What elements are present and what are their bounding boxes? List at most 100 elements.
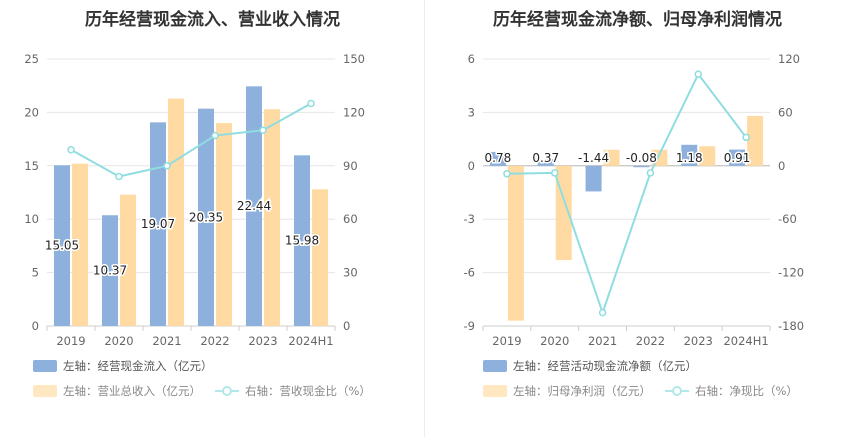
left-legend-row-2: 左轴：营业总收入（亿元） 右轴：营收现金比（%） [33, 383, 385, 399]
line-point [503, 170, 511, 178]
y-left-tick-label: -6 [464, 266, 475, 280]
x-tick-label: 2023 [248, 334, 277, 348]
y-left-tick-label: 3 [468, 105, 475, 119]
bar-data-label: 0.91 [724, 151, 751, 165]
right-chart-title: 历年经营现金流净额、归母净利润情况 [493, 10, 782, 30]
bar-data-label: 1.18 [676, 151, 703, 165]
x-tick-label: 2021 [152, 334, 181, 348]
left-chart-plot: 0 5 10 15 20 25 0 30 60 90 120 150 2019 2020 2021 2022 2… [24, 52, 365, 348]
right-legend-row-2: 左轴：归母净利润（亿元） 右轴：净现比（%） [483, 383, 812, 399]
y-left-tick-label: 0 [468, 159, 475, 173]
legend-item-net-profit[interactable]: 左轴：归母净利润（亿元） [483, 383, 651, 399]
line-point [259, 126, 267, 134]
right-legend-row-1: 左轴：经营活动现金流净额（亿元） [483, 358, 711, 374]
y-right-tick-label: 90 [343, 159, 358, 173]
bar-series-1 [681, 144, 698, 166]
x-tick-label: 2024H1 [723, 334, 768, 348]
bar-series-2 [507, 165, 524, 321]
y-right-tick-label: 120 [778, 52, 800, 66]
y-right-tick-label: 150 [343, 52, 365, 66]
legend-item-net-operating-cash[interactable]: 左轴：经营活动现金流净额（亿元） [483, 358, 697, 374]
bar-series-1 [537, 159, 554, 166]
line-point [694, 70, 702, 78]
bar-series-2 [699, 146, 716, 166]
x-tick-label: 2021 [588, 334, 617, 348]
bar-series-1 [729, 149, 746, 166]
legend-swatch-bar [483, 385, 507, 397]
line-point [67, 146, 75, 154]
bar-series-1 [585, 165, 602, 192]
x-tick-label: 2023 [684, 334, 713, 348]
bar-series-2 [72, 163, 88, 326]
line-point [211, 131, 219, 140]
bar-series-2 [264, 109, 280, 326]
left-chart-title: 历年经营现金流入、营业收入情况 [85, 10, 340, 30]
y-left-tick-label: 5 [32, 266, 39, 280]
x-tick-label: 2019 [492, 334, 521, 348]
y-right-tick-label: -120 [778, 266, 804, 280]
legend-item-cash-revenue-ratio[interactable]: 右轴：营收现金比（%） [215, 383, 371, 399]
x-tick-label: 2020 [104, 334, 133, 348]
line-point [551, 169, 559, 177]
bar-data-label: 20.35 [189, 210, 223, 224]
bar-series-1 [633, 165, 650, 168]
x-tick-label: 2022 [200, 334, 229, 348]
bar-data-label: 10.37 [93, 264, 127, 278]
legend-swatch-bar [483, 360, 507, 372]
legend-label: 右轴：净现比（%） [695, 384, 798, 398]
bar-series-1 [54, 165, 70, 326]
left-legend-row-1: 左轴：经营现金流入（亿元） [33, 358, 227, 374]
legend-label: 左轴：归母净利润（亿元） [513, 384, 651, 398]
legend-label: 左轴：营业总收入（亿元） [63, 384, 201, 398]
y-right-tick-label: 60 [778, 105, 793, 119]
line-point [598, 308, 607, 317]
bar-series-1 [150, 122, 166, 326]
bar-series-1 [489, 151, 506, 166]
y-left-tick-label: 0 [32, 319, 39, 333]
line-point [742, 133, 750, 142]
bar-series-1 [198, 108, 214, 326]
right-chart-plot: -9 -6 -3 0 3 6 -180 -120 -60 0 60 120 2019 2020 2021 20… [464, 52, 805, 348]
y-right-tick-label: -60 [778, 212, 797, 226]
bar-series-2 [747, 115, 764, 166]
y-left-tick-label: 6 [468, 52, 475, 66]
bar-series-1 [294, 155, 310, 326]
bar-data-label: 15.98 [285, 234, 319, 248]
y-left-tick-label: 20 [24, 105, 39, 119]
line-point [307, 99, 315, 108]
legend-item-cash-inflow[interactable]: 左轴：经营现金流入（亿元） [33, 358, 213, 374]
bar-data-label: 19.07 [141, 217, 175, 231]
legend-label: 左轴：经营活动现金流净额（亿元） [513, 359, 697, 373]
legend-item-revenue[interactable]: 左轴：营业总收入（亿元） [33, 383, 201, 399]
bar-data-label: 0.78 [485, 151, 512, 165]
line-point [646, 169, 655, 177]
y-left-tick-label: 25 [24, 52, 39, 66]
bar-series-1 [246, 86, 262, 327]
y-right-tick-label: 0 [343, 319, 350, 333]
bar-data-label: 0.37 [532, 151, 559, 165]
legend-label: 左轴：经营现金流入（亿元） [63, 359, 213, 373]
y-right-tick-label: 60 [343, 212, 358, 226]
bar-series-2 [312, 189, 328, 326]
bar-data-label: 15.05 [45, 239, 79, 253]
bar-series-2 [120, 194, 136, 326]
bar-series-1 [102, 215, 118, 326]
y-left-tick-label: 15 [24, 159, 39, 173]
legend-swatch-line [215, 385, 239, 397]
bar-data-label: -1.44 [578, 151, 609, 165]
y-right-tick-label: 30 [343, 266, 358, 280]
bar-data-label: 22.44 [237, 199, 271, 213]
bar-series-2 [216, 123, 232, 326]
y-right-tick-label: 120 [343, 105, 365, 119]
line-point [115, 172, 123, 181]
right-chart-panel: 历年经营现金流净额、归母净利润情况 -9 -6 -3 0 3 6 -180 -120 -60 0 6… [425, 0, 850, 437]
y-right-tick-label: 0 [778, 159, 785, 173]
bar-series-2 [603, 149, 620, 166]
bar-series-2 [168, 98, 184, 327]
y-right-tick-label: -180 [778, 319, 804, 333]
x-tick-label: 2019 [56, 334, 85, 348]
panel-divider [424, 0, 425, 437]
y-left-tick-label: 10 [24, 212, 39, 226]
x-tick-label: 2022 [636, 334, 665, 348]
legend-item-net-cash-ratio[interactable]: 右轴：净现比（%） [665, 383, 798, 399]
